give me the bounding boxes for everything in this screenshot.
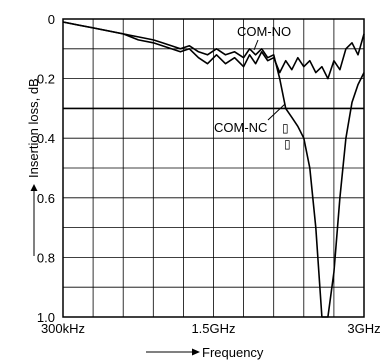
y-tick-labels: 0 0.2 0.4 0.6 0.8 1.0	[37, 12, 55, 325]
com-nc-box: ▯	[282, 121, 289, 135]
x-axis-arrow-icon	[192, 348, 200, 356]
y-axis-arrow-icon	[30, 184, 38, 191]
y-tick-label: 0.6	[37, 191, 55, 206]
com-nc-box-2: ▯	[284, 137, 291, 151]
y-tick-label: 0	[48, 12, 55, 27]
series-line-com-no	[62, 21, 365, 80]
series-line-com-nc	[62, 21, 365, 318]
com-nc-leader	[267, 103, 286, 121]
x-tick-labels: 300kHz 1.5GHz 3GHz	[41, 321, 381, 336]
x-tick-label: 3GHz	[347, 321, 380, 336]
com-nc-label: COM-NC	[214, 120, 267, 135]
com-no-leader	[253, 39, 259, 51]
x-tick-label: 1.5GHz	[191, 321, 235, 336]
y-tick-label: 0.2	[37, 72, 55, 87]
x-tick-label: 300kHz	[41, 321, 85, 336]
y-axis-title: Insertion loss, dB	[26, 78, 41, 256]
y-axis-label: Insertion loss, dB	[26, 78, 41, 178]
com-no-label: COM-NO	[237, 24, 291, 39]
x-axis-label: Frequency	[202, 345, 264, 360]
y-tick-label: 0.4	[37, 131, 55, 146]
series-group	[62, 21, 365, 318]
plot-frame	[62, 18, 365, 318]
y-tick-label: 1.0	[37, 310, 55, 325]
y-tick-label: 0.8	[37, 250, 55, 265]
